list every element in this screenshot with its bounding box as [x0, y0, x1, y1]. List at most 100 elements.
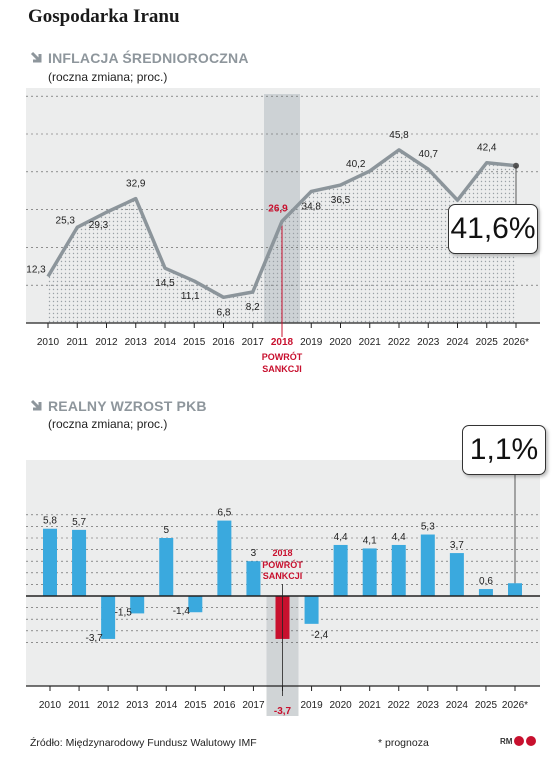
data-label: -2,4	[311, 630, 329, 641]
x-tick-label: 2010	[39, 700, 62, 711]
inflation-section-title: INFLACJA ŚREDNIOROCZNA	[30, 50, 249, 66]
sanction-annotation: SANKCJI	[263, 571, 303, 581]
x-tick-label: 2011	[68, 700, 90, 711]
x-tick-label: 2023	[417, 700, 440, 711]
x-tick-label: 2022	[388, 337, 411, 348]
x-tick-label: 2015	[183, 337, 206, 348]
data-label: 42,4	[477, 143, 497, 154]
logo-circle-icon	[526, 736, 537, 746]
gdp-bar	[159, 538, 174, 596]
x-tick-label: 2017	[242, 337, 265, 348]
inflation-subtitle: (roczna zmiana; proc.)	[48, 70, 168, 84]
data-label: 5,8	[43, 516, 57, 527]
data-label: 25,3	[56, 215, 76, 226]
data-label: 34,8	[302, 201, 322, 212]
x-tick-label: 2019	[300, 700, 323, 711]
x-tick-label: 2016	[212, 337, 235, 348]
data-label: 8,2	[246, 302, 260, 313]
gdp-bar	[130, 596, 145, 614]
x-tick-label: 2015	[184, 700, 207, 711]
x-tick-label: 2025	[475, 700, 498, 711]
data-label: 3	[251, 548, 257, 559]
x-tick-label: 2013	[125, 337, 148, 348]
gdp-bar	[188, 596, 203, 613]
x-tick-label: 2014	[155, 700, 178, 711]
inflation-title: INFLACJA ŚREDNIOROCZNA	[48, 50, 249, 66]
data-label: 0,6	[479, 576, 493, 587]
sanction-annotation: SANKCJI	[262, 364, 302, 374]
data-label: 6,5	[217, 508, 231, 519]
data-label: 3,7	[450, 540, 464, 551]
data-label: 5,3	[421, 522, 435, 533]
x-tick-label: 2021	[359, 700, 382, 711]
x-tick-label: 2023	[417, 337, 440, 348]
data-label: -1,4	[173, 606, 191, 617]
page-title: Gospodarka Iranu	[28, 6, 180, 27]
data-label: 40,7	[419, 149, 439, 160]
gdp-bar	[101, 596, 116, 639]
x-tick-label: 2014	[154, 337, 177, 348]
data-label: -3,7	[86, 633, 104, 644]
gdp-section-title: REALNY WZROST PKB	[30, 398, 207, 414]
x-tick-label: 2020	[330, 700, 353, 711]
sanction-year-label: 2018	[272, 548, 292, 558]
inflation-chart: 2010 2011 2012 2013 2014 2015 2016 2017 2018 2019…	[26, 94, 540, 374]
gdp-bar	[333, 544, 348, 596]
x-tick-label: 2012	[97, 700, 120, 711]
x-tick-label: 2010	[37, 337, 60, 348]
data-label: 26,9	[268, 203, 288, 214]
gdp-bar	[362, 548, 377, 596]
data-label: 32,9	[126, 179, 146, 190]
data-label: -3,7	[274, 706, 292, 717]
x-tick-label: 2012	[95, 337, 118, 348]
data-label: -1,5	[115, 607, 133, 618]
forecast-footnote: * prognoza	[378, 737, 429, 749]
x-tick-label: 2022	[388, 700, 411, 711]
logo-circle-icon	[514, 736, 525, 746]
gdp-bar	[478, 589, 493, 596]
x-tick-label: 2021	[359, 337, 382, 348]
logo-text: RM	[500, 736, 513, 746]
arrow-down-right-icon	[30, 51, 42, 63]
gdp-callout: 1,1%	[462, 425, 546, 475]
x-tick-label: 2024	[446, 700, 469, 711]
data-label: 11,1	[181, 291, 200, 302]
gdp-bar	[391, 544, 406, 596]
x-tick-label: 2017	[242, 700, 265, 711]
gdp-chart: 2010 2011 2012 2013 2014 2015 2016 2017 2019 2020…	[26, 460, 540, 717]
gdp-bar	[449, 553, 464, 596]
x-tick-label: 2020	[329, 337, 352, 348]
gdp-bar	[72, 529, 87, 596]
x-tick-label: 2016	[213, 700, 236, 711]
gdp-bar	[246, 561, 261, 596]
sanction-annotation: POWRÓT	[262, 351, 303, 362]
data-label: 4,4	[392, 532, 406, 543]
gdp-bar	[217, 520, 232, 596]
inflation-line	[46, 148, 517, 300]
data-label: 12,3	[26, 265, 46, 276]
inflation-callout: 41,6%	[448, 204, 538, 254]
data-label: 6,8	[217, 307, 231, 318]
gdp-subtitle: (roczna zmiana; proc.)	[48, 417, 168, 431]
gdp-title: REALNY WZROST PKB	[48, 398, 207, 414]
x-tick-label: 2011	[66, 337, 88, 348]
gdp-bar	[304, 596, 319, 624]
arrow-down-right-icon	[30, 399, 42, 411]
data-label: 5	[163, 525, 169, 536]
gdp-bar	[508, 583, 522, 596]
data-label: 14,5	[155, 278, 175, 289]
source-note: Źródło: Międzynarodowy Fundusz Walutowy …	[30, 737, 257, 749]
data-label: 29,3	[89, 220, 109, 231]
gdp-bar	[43, 528, 57, 596]
data-label: 4,4	[334, 532, 348, 543]
data-label: 5,7	[72, 517, 86, 528]
x-tick-label: 2026*	[502, 700, 528, 711]
x-tick-label: 2024	[446, 337, 469, 348]
x-tick-label: 2026*	[503, 337, 529, 348]
data-label: 36,5	[331, 195, 351, 206]
data-label: 40,2	[346, 159, 366, 170]
x-tick-label: 2018	[271, 337, 294, 348]
x-tick-label: 2025	[476, 337, 499, 348]
x-tick-label: 2019	[300, 337, 323, 348]
publisher-logo: RM	[500, 736, 537, 746]
